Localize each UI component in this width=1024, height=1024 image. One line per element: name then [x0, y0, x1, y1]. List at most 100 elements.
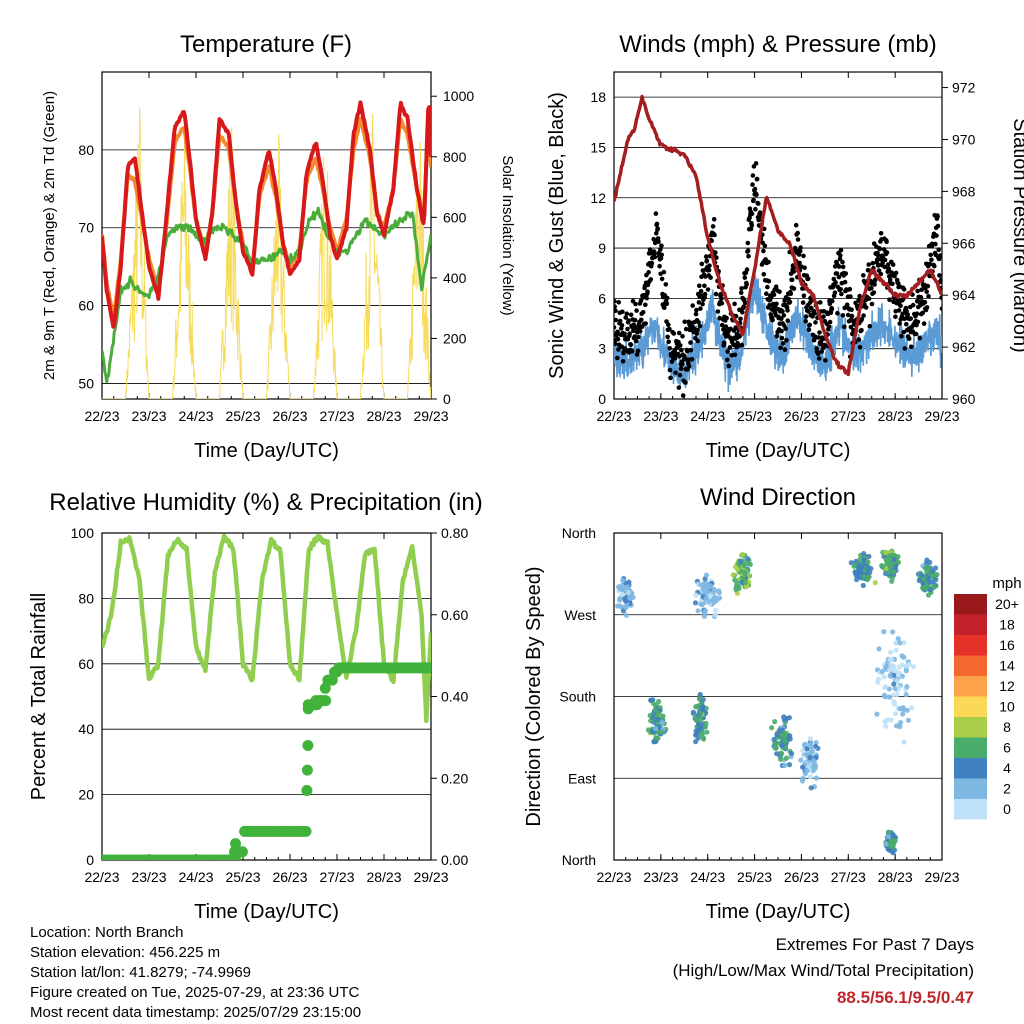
- direction-point: [804, 768, 810, 774]
- plot-border: [613, 532, 943, 861]
- direction-point: [888, 837, 894, 843]
- gust-point: [939, 295, 942, 301]
- gust-point: [771, 292, 777, 298]
- direction-point: [807, 736, 814, 742]
- gust-point: [863, 305, 869, 310]
- gust-point: [656, 239, 661, 245]
- gust-point: [793, 222, 799, 228]
- gust-point: [615, 355, 620, 361]
- gust-point: [628, 312, 634, 318]
- direction-point: [706, 599, 712, 605]
- gust-point: [866, 296, 872, 301]
- direction-point: [626, 579, 632, 585]
- direction-point: [741, 562, 747, 569]
- gust-point: [625, 326, 630, 332]
- y2-tick-label: 0.00: [441, 852, 468, 868]
- gust-point: [679, 347, 684, 353]
- gust-point: [664, 295, 670, 301]
- gust-point: [679, 362, 685, 367]
- gust-point: [932, 263, 937, 269]
- gust-point: [857, 344, 863, 350]
- gust-point: [619, 323, 625, 328]
- gust-point: [671, 331, 677, 336]
- gust-point: [616, 300, 621, 305]
- direction-point: [769, 725, 775, 731]
- gust-point: [697, 323, 703, 329]
- direction-point: [882, 718, 888, 725]
- direction-point: [929, 568, 936, 574]
- gust-point: [721, 340, 727, 346]
- gust-point: [817, 330, 822, 335]
- precip-point: [229, 846, 240, 858]
- direction-point: [856, 566, 862, 572]
- gust-point: [806, 309, 811, 314]
- direction-point: [787, 736, 793, 742]
- gust-point: [914, 311, 920, 317]
- direction-point: [786, 762, 793, 768]
- gust-point: [937, 253, 942, 258]
- direction-point: [887, 662, 894, 668]
- gust-point: [910, 302, 916, 308]
- gust-point: [614, 299, 617, 304]
- gust-point: [678, 343, 683, 348]
- gust-point: [726, 363, 732, 369]
- direction-point: [811, 758, 817, 764]
- gust-point: [818, 300, 823, 305]
- gust-point: [876, 268, 882, 273]
- gust-point: [659, 276, 665, 282]
- direction-point: [732, 577, 738, 583]
- chart-title: Relative Humidity (%) & Precipitation (i…: [49, 489, 482, 516]
- direction-point: [781, 734, 787, 740]
- gust-point: [885, 262, 891, 267]
- y-axis-label: Sonic Wind & Gust (Blue, Black): [546, 92, 568, 379]
- gust-point: [662, 305, 667, 311]
- gust-point: [827, 319, 833, 325]
- panel-1: Temperature (F) Time (Day/UTC) 2m & 9m T (…: [41, 31, 516, 462]
- direction-point: [889, 578, 895, 584]
- direction-point: [623, 612, 630, 618]
- x-tick-label: 28/23: [878, 869, 913, 885]
- direction-point: [875, 676, 882, 682]
- gust-point: [823, 358, 828, 363]
- direction-point: [700, 697, 706, 703]
- gust-point: [689, 357, 695, 362]
- gust-point: [705, 287, 711, 292]
- gust-point: [643, 321, 648, 326]
- gust-point: [683, 326, 689, 332]
- direction-point: [927, 587, 933, 593]
- gust-point: [754, 176, 760, 182]
- gust-point: [615, 329, 620, 335]
- gust-point: [702, 291, 708, 297]
- direction-point: [879, 668, 886, 675]
- gust-point: [840, 264, 846, 270]
- gust-point: [913, 331, 919, 337]
- direction-point: [892, 667, 898, 674]
- gust-point: [686, 364, 692, 369]
- legend-swatch: [954, 655, 987, 676]
- direction-point: [693, 704, 699, 710]
- figure-created: Figure created on Tue, 2025-07-29, at 23…: [30, 984, 360, 1001]
- direction-point: [922, 565, 928, 571]
- direction-point: [659, 720, 665, 726]
- gust-point: [652, 254, 658, 260]
- gust-point: [869, 285, 874, 291]
- direction-point: [807, 774, 814, 780]
- gust-point: [898, 303, 903, 309]
- direction-point: [897, 640, 903, 646]
- direction-point: [782, 762, 788, 769]
- direction-point: [891, 568, 897, 575]
- gust-point: [859, 316, 865, 322]
- direction-point: [808, 744, 815, 750]
- gust-point: [882, 264, 888, 270]
- gust-point: [929, 257, 934, 263]
- x-axis-label: Time (Day/UTC): [706, 440, 851, 462]
- direction-point: [883, 663, 889, 670]
- direction-point: [888, 649, 894, 655]
- direction-point: [737, 558, 743, 564]
- gust-point: [887, 277, 893, 283]
- direction-point: [713, 607, 719, 613]
- direction-point: [802, 741, 808, 747]
- chart-title: Winds (mph) & Pressure (mb): [619, 31, 936, 58]
- gust-point: [915, 288, 920, 294]
